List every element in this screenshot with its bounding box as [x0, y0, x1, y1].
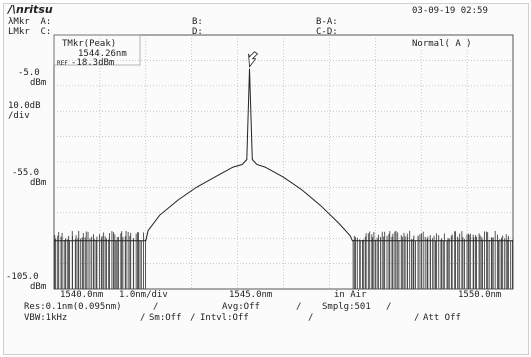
x-start: 1540.0nm [60, 290, 104, 300]
slash-6: / [308, 313, 314, 323]
peak-marker-icon [248, 51, 259, 68]
intvl-setting: Intvl:Off [200, 313, 249, 323]
marker-a-label: λMkr A: [8, 17, 52, 27]
smplg-setting: Smplg:501 [322, 302, 371, 312]
vbw-setting: VBW:1kHz [24, 313, 68, 323]
marker-cd-label: C-D: [316, 27, 338, 37]
marker-box-frame [53, 34, 141, 66]
slash-1: / [153, 302, 159, 312]
spectrum-chart [53, 34, 514, 290]
y-bottom-unit: dBm [30, 282, 47, 292]
tmkr-level: -18.3dBm [71, 58, 115, 68]
y-scale-unit: /div [8, 111, 30, 121]
osa-screen: /\nritsu 03-09-19 02:59 λMkr A: B: B-A: … [3, 3, 529, 355]
tmkr-wavelength: 1544.26nm [78, 49, 127, 59]
slash-5: / [190, 313, 196, 323]
res-setting: Res:0.1nm(0.095nm) [24, 302, 122, 312]
avg-setting: Avg:Off [222, 302, 260, 312]
tmkr-title: TMkr(Peak) [62, 39, 117, 49]
y-bottom-value: -105.0 [6, 272, 39, 282]
x-medium: in Air [334, 290, 367, 300]
sm-setting: Sm:Off [149, 313, 182, 323]
y-mid-unit: dBm [30, 178, 47, 188]
att-setting: Att Off [423, 313, 461, 323]
marker-b-label: B: [192, 17, 203, 27]
datetime: 03-09-19 02:59 [412, 6, 488, 16]
ref-tag: REF [57, 60, 68, 67]
y-top-unit: dBm [30, 78, 47, 88]
slash-4: / [140, 313, 146, 323]
marker-c-label: LMkr C: [8, 27, 52, 37]
slash-7: / [414, 313, 420, 323]
y-top-value: -5.0 [18, 68, 40, 78]
y-scale-value: 10.0dB [8, 101, 41, 111]
marker-ba-label: B-A: [316, 17, 338, 27]
x-per-div: 1.0nm/div [119, 290, 168, 300]
x-stop: 1550.0nm [458, 290, 502, 300]
brand-logo: /\nritsu [8, 3, 53, 16]
spectrum-trace [54, 68, 513, 242]
slash-3: / [386, 302, 392, 312]
mode-label: Normal( A ) [412, 39, 472, 49]
marker-d-label: D: [192, 27, 203, 37]
y-mid-value: -55.0 [12, 168, 40, 178]
x-center: 1545.0nm [229, 290, 273, 300]
slash-2: / [296, 302, 302, 312]
